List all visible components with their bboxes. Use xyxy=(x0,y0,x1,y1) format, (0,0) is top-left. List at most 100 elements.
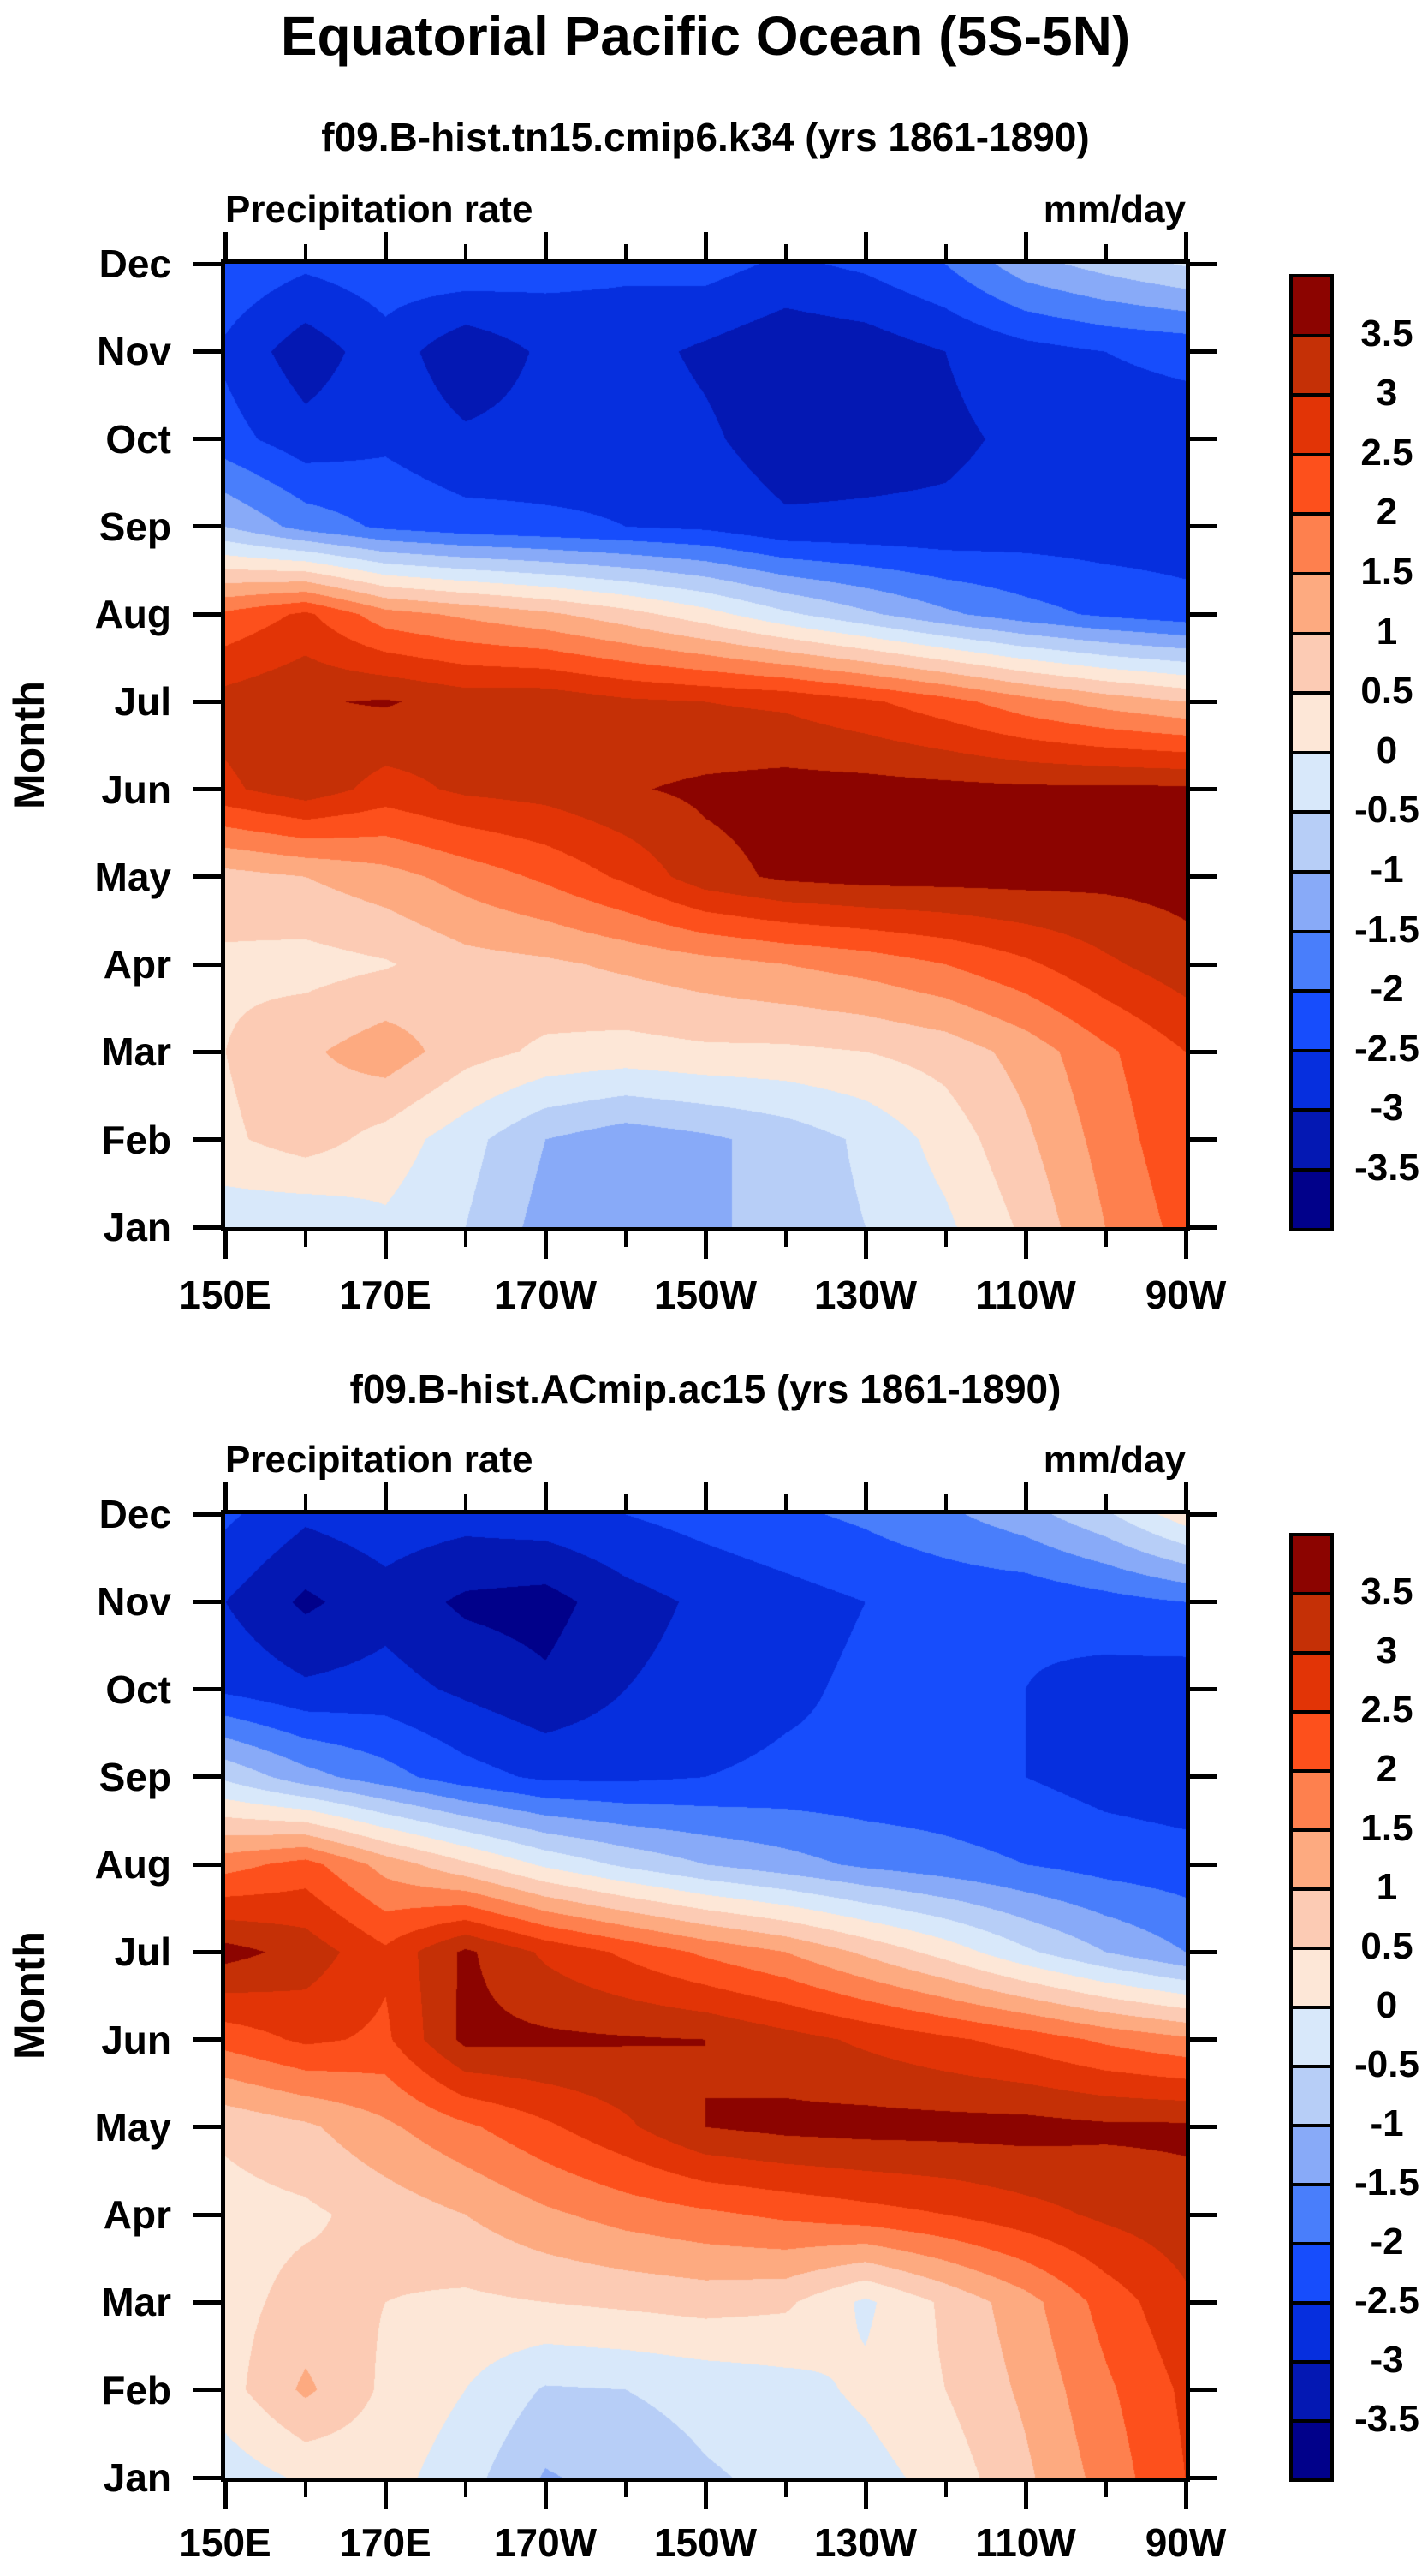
colorbar-box xyxy=(1289,1108,1334,1172)
x-tick-label: 110W xyxy=(975,2520,1076,2565)
y-tick-label: Jul xyxy=(114,1929,171,1975)
x-minor-tick-bottom xyxy=(783,1231,788,1247)
colorbar-label: 2.5 xyxy=(1360,431,1413,474)
y-major-tick-left xyxy=(193,524,221,529)
x-major-tick-bottom xyxy=(703,2482,708,2509)
x-tick-label: 90W xyxy=(1145,2520,1227,2565)
x-minor-tick-bottom xyxy=(1104,1231,1108,1247)
y-major-tick-right xyxy=(1190,2299,1217,2305)
x-tick-label: 130W xyxy=(813,1273,918,1317)
y-tick-label: May xyxy=(94,854,171,899)
y-tick-label: Sep xyxy=(98,504,171,549)
colorbar-box xyxy=(1289,631,1334,695)
y-tick-label: Nov xyxy=(97,1579,171,1625)
y-tick-label: Feb xyxy=(101,2367,171,2412)
colorbar-label: 0.5 xyxy=(1360,670,1413,713)
y-tick-label: Oct xyxy=(105,1667,171,1712)
colorbar-label: 2 xyxy=(1376,1748,1398,1790)
x-minor-tick-top xyxy=(463,244,467,259)
x-tick-label: 90W xyxy=(1145,1273,1227,1317)
y-major-tick-left xyxy=(193,1599,221,1604)
colorbar-label: -1 xyxy=(1370,2102,1404,2144)
y-tick-label: Dec xyxy=(98,1492,171,1536)
x-minor-tick-bottom xyxy=(463,1231,467,1247)
x-major-tick-bottom xyxy=(383,2482,388,2509)
x-major-tick-bottom xyxy=(863,1231,868,1259)
x-major-tick-top xyxy=(543,1482,548,1510)
x-major-tick-top xyxy=(223,232,228,259)
x-major-tick-top xyxy=(1183,232,1188,259)
x-major-tick-top xyxy=(863,1482,868,1510)
x-major-tick-top xyxy=(543,232,548,259)
y-major-tick-right xyxy=(1190,1225,1217,1230)
y-tick-label: Feb xyxy=(101,1117,171,1162)
x-minor-tick-top xyxy=(463,1494,467,1510)
x-major-tick-top xyxy=(223,1482,228,1510)
y-major-tick-right xyxy=(1190,1512,1217,1517)
y-tick-label: Jan xyxy=(103,1205,171,1249)
colorbar-box xyxy=(1289,929,1334,993)
x-major-tick-top xyxy=(383,232,388,259)
colorbar-box xyxy=(1289,750,1334,814)
colorbar-label: -3 xyxy=(1370,1087,1404,1130)
x-tick-label: 110W xyxy=(975,1273,1076,1317)
panel-1-right-label: mm/day xyxy=(1043,188,1186,230)
colorbar-label: -2 xyxy=(1370,968,1404,1011)
y-major-tick-right xyxy=(1190,2037,1217,2042)
panel-1-subheader: Precipitation rate mm/day xyxy=(225,189,1186,230)
colorbar-box xyxy=(1289,1828,1334,1891)
colorbar-label: 2.5 xyxy=(1360,1689,1413,1731)
colorbar-label: 0 xyxy=(1376,1984,1398,2026)
y-major-tick-right xyxy=(1190,962,1217,967)
y-tick-label: Aug xyxy=(94,592,171,637)
x-minor-tick-bottom xyxy=(623,1231,628,1247)
y-tick-label: Jun xyxy=(101,2017,171,2062)
colorbar-label: -3 xyxy=(1370,2339,1404,2381)
contour-field-2 xyxy=(225,1514,1186,2478)
panel-2-right-label: mm/day xyxy=(1043,1439,1186,1481)
y-major-tick-right xyxy=(1190,874,1217,880)
x-minor-tick-bottom xyxy=(783,2482,788,2497)
y-major-tick-right xyxy=(1190,1774,1217,1780)
x-major-tick-bottom xyxy=(1183,2482,1188,2509)
colorbar-label: 3 xyxy=(1376,372,1398,414)
x-major-tick-bottom xyxy=(863,2482,868,2509)
panel-2-frame xyxy=(221,1510,1190,2482)
y-tick-label: Mar xyxy=(101,2280,171,2325)
y-major-tick-left xyxy=(193,2125,221,2130)
y-major-tick-right xyxy=(1190,1949,1217,1954)
panel-1-left-label: Precipitation rate xyxy=(225,188,533,230)
colorbar-label: -1.5 xyxy=(1354,2162,1419,2203)
x-minor-tick-top xyxy=(783,1494,788,1510)
colorbar-label: -3.5 xyxy=(1354,2398,1419,2440)
y-major-tick-right xyxy=(1190,1137,1217,1142)
y-tick-label: Mar xyxy=(101,1029,171,1075)
y-major-tick-left xyxy=(193,874,221,880)
x-minor-tick-top xyxy=(943,1494,948,1510)
x-minor-tick-bottom xyxy=(303,1231,307,1247)
colorbar-box xyxy=(1289,1592,1334,1655)
colorbar-box xyxy=(1289,1048,1334,1112)
y-major-tick-left xyxy=(193,611,221,617)
y-major-tick-left xyxy=(193,1137,221,1142)
y-major-tick-left xyxy=(193,962,221,967)
panel-1-frame xyxy=(221,259,1190,1231)
colorbar-box xyxy=(1289,1651,1334,1714)
colorbar-label: -0.5 xyxy=(1354,2043,1419,2085)
y-major-tick-left xyxy=(193,1687,221,1692)
colorbar-label: 0.5 xyxy=(1360,1925,1413,1967)
x-minor-tick-bottom xyxy=(943,1231,948,1247)
x-major-tick-top xyxy=(863,232,868,259)
x-tick-label: 150W xyxy=(653,2520,758,2565)
y-major-tick-right xyxy=(1190,349,1217,354)
colorbar-label: 1.5 xyxy=(1360,551,1413,593)
y-major-tick-left xyxy=(193,1949,221,1954)
colorbar-label: -2.5 xyxy=(1354,1027,1419,1070)
colorbar-label: 3.5 xyxy=(1360,312,1413,355)
y-major-tick-left xyxy=(193,1512,221,1517)
colorbar-label: 2 xyxy=(1376,491,1398,534)
y-tick-label: May xyxy=(94,2104,171,2150)
y-major-tick-right xyxy=(1190,437,1217,442)
x-minor-tick-top xyxy=(783,244,788,259)
